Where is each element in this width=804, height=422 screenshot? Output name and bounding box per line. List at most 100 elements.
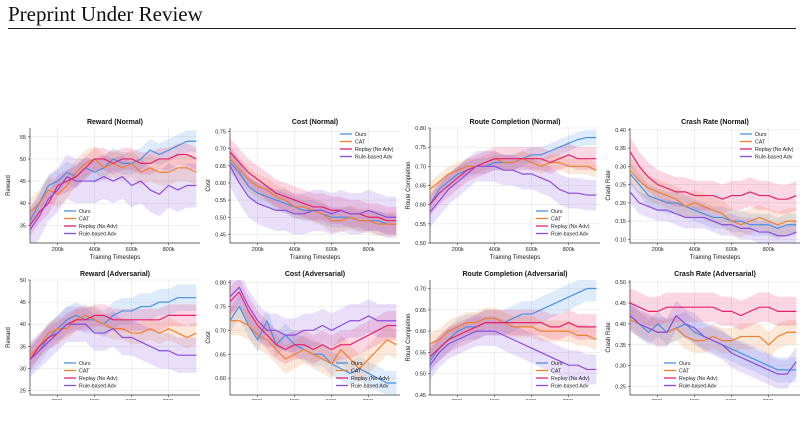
band-cat <box>630 157 797 238</box>
y-tick-label: 40 <box>20 201 26 207</box>
series-line-rule-based-adv <box>30 323 197 361</box>
plot-area <box>630 288 797 389</box>
x-tick-label: 200k <box>252 399 264 400</box>
x-tick-label: 800k <box>763 399 775 400</box>
legend-label: Ours <box>79 209 91 215</box>
band-replay-no-adv <box>630 137 797 214</box>
chart-title: Crash Rate (Normal) <box>681 119 749 126</box>
y-tick-label: 40 <box>20 322 26 328</box>
x-tick-label: 600k <box>526 399 538 400</box>
y-tick-label: 45 <box>20 300 26 306</box>
x-tick-label: 400k <box>289 247 301 253</box>
series-line-cat <box>430 158 597 190</box>
band-cat <box>630 307 797 358</box>
y-tick-label: 0.25 <box>615 183 626 189</box>
chart-panel-crash-rate-adversarial: 0.25 0.30 0.35 0.40 0.45 0.50 200k 400k 600k 800k… <box>606 271 800 400</box>
x-axis-label: Training Timesteps <box>90 255 140 261</box>
y-tick-label: 0.40 <box>615 322 626 328</box>
y-tick-label: 0.60 <box>415 329 426 335</box>
series-line-cat <box>430 317 597 345</box>
x-tick-label: 800k <box>163 247 175 253</box>
series-line-ours <box>30 140 197 222</box>
legend-label: CAT <box>551 369 562 375</box>
y-tick-label: 0.45 <box>215 232 226 238</box>
series-line-rule-based-adv <box>630 314 797 375</box>
y-tick-label: 0.50 <box>215 215 226 221</box>
legend-label: Rule-based Adv <box>79 384 117 390</box>
series-line-replay-no-adv <box>630 302 797 317</box>
y-tick-label: 50 <box>20 157 26 163</box>
x-tick-label: 800k <box>163 399 175 400</box>
x-tick-label: 400k <box>89 399 101 400</box>
x-tick-label: 800k <box>763 247 775 253</box>
chart-title: Cost (Adversarial) <box>285 271 345 278</box>
y-tick-label: 0.65 <box>415 308 426 314</box>
band-replay-no-adv <box>230 138 397 235</box>
y-tick-label: 0.55 <box>215 198 226 204</box>
series-line-rule-based-adv <box>230 165 397 218</box>
band-ours <box>30 130 197 232</box>
x-tick-label: 600k <box>126 399 138 400</box>
header-title: Preprint Under Review <box>8 2 203 26</box>
legend-label: Rule-based Adv <box>551 384 589 390</box>
y-tick-label: 0.20 <box>615 201 626 207</box>
series-line-replay-no-adv <box>630 151 797 200</box>
y-tick-label: 0.10 <box>615 237 626 243</box>
series-line-replay-no-adv <box>430 154 597 206</box>
y-tick-label: 0.80 <box>215 280 226 286</box>
x-tick-label: 600k <box>726 247 738 253</box>
x-tick-label: 400k <box>489 399 501 400</box>
legend-label: Rule-based Adv <box>355 155 393 161</box>
header-rule <box>8 28 796 29</box>
y-tick-label: 30 <box>20 366 26 372</box>
band-cat <box>30 304 197 367</box>
legend-label: Ours <box>355 132 367 138</box>
chart-title: Reward (Normal) <box>87 119 143 126</box>
x-tick-label: 800k <box>363 247 375 253</box>
x-tick-label: 600k <box>726 399 738 400</box>
y-tick-label: 0.60 <box>215 376 226 382</box>
y-tick-label: 0.30 <box>615 164 626 170</box>
series-line-rule-based-adv <box>430 165 597 213</box>
band-replay-no-adv <box>30 143 197 237</box>
series-line-rule-based-adv <box>30 176 197 231</box>
legend-label: Replay (No Adv) <box>79 224 118 230</box>
y-tick-label: 0.15 <box>615 219 626 225</box>
y-tick-label: 0.60 <box>215 181 226 187</box>
series-line-replay-no-adv <box>430 321 597 358</box>
x-tick-label: 400k <box>89 247 101 253</box>
y-axis-label: Route Completion <box>406 313 412 361</box>
chart-title: Crash Rate (Adversarial) <box>674 271 756 278</box>
y-tick-label: 0.70 <box>415 164 426 170</box>
y-tick-label: 0.50 <box>415 372 426 378</box>
legend-label: Ours <box>551 209 563 215</box>
legend-label: CAT <box>79 369 90 375</box>
y-tick-label: 0.55 <box>415 350 426 356</box>
band-replay-no-adv <box>430 309 597 370</box>
y-tick-label: 25 <box>20 389 26 395</box>
y-tick-label: 0.65 <box>415 184 426 190</box>
legend-label: Ours <box>679 361 691 367</box>
chart-title: Route Completion (Adversarial) <box>462 271 567 278</box>
plot-area <box>430 280 597 385</box>
series-line-rule-based-adv <box>430 330 597 371</box>
series-line-rule-based-adv <box>630 191 797 237</box>
x-tick-label: 800k <box>563 399 575 400</box>
y-axis-label: Route Completion <box>406 161 412 209</box>
legend-label: Ours <box>351 361 363 367</box>
legend-label: CAT <box>351 369 362 375</box>
chart-panel-crash-rate-normal: 0.10 0.15 0.20 0.25 0.30 0.35 0.40 200k 400k 600k… <box>606 119 800 261</box>
y-tick-label: 0.50 <box>615 280 626 286</box>
band-rule-based-adv <box>230 145 397 238</box>
legend-label: Rule-based Adv <box>351 384 389 390</box>
x-tick-label: 600k <box>326 399 338 400</box>
x-tick-label: 200k <box>252 247 264 253</box>
y-tick-label: 0.75 <box>215 304 226 310</box>
y-axis-label: Crash Rate <box>606 322 612 353</box>
band-ours <box>430 129 597 213</box>
band-ours <box>630 162 797 240</box>
